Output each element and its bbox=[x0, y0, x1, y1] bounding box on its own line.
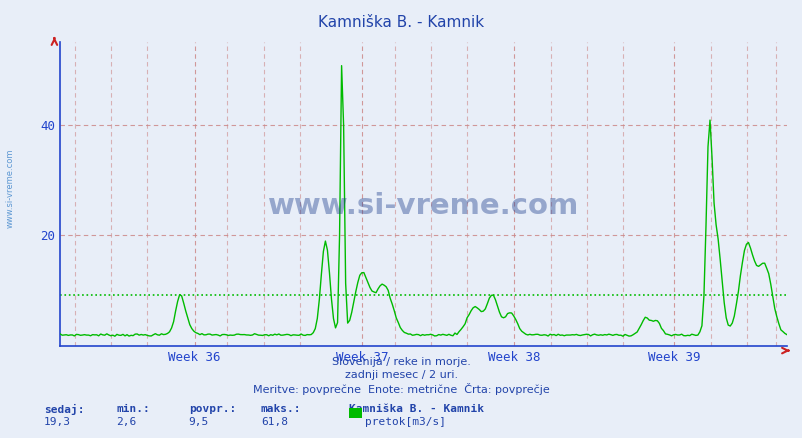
Text: 61,8: 61,8 bbox=[261, 417, 288, 427]
Text: povpr.:: povpr.: bbox=[188, 404, 236, 414]
Text: www.si-vreme.com: www.si-vreme.com bbox=[6, 148, 15, 228]
Text: sedaj:: sedaj: bbox=[44, 404, 84, 415]
Text: www.si-vreme.com: www.si-vreme.com bbox=[268, 192, 578, 220]
Text: 19,3: 19,3 bbox=[44, 417, 71, 427]
Text: Kamniška B. - Kamnik: Kamniška B. - Kamnik bbox=[349, 404, 484, 414]
Text: 9,5: 9,5 bbox=[188, 417, 209, 427]
Text: Meritve: povprečne  Enote: metrične  Črta: povprečje: Meritve: povprečne Enote: metrične Črta:… bbox=[253, 383, 549, 395]
Text: zadnji mesec / 2 uri.: zadnji mesec / 2 uri. bbox=[345, 370, 457, 380]
Text: Kamniška B. - Kamnik: Kamniška B. - Kamnik bbox=[318, 15, 484, 30]
Text: 2,6: 2,6 bbox=[116, 417, 136, 427]
Text: pretok[m3/s]: pretok[m3/s] bbox=[365, 417, 446, 427]
Text: min.:: min.: bbox=[116, 404, 150, 414]
Text: maks.:: maks.: bbox=[261, 404, 301, 414]
Text: Slovenija / reke in morje.: Slovenija / reke in morje. bbox=[332, 357, 470, 367]
